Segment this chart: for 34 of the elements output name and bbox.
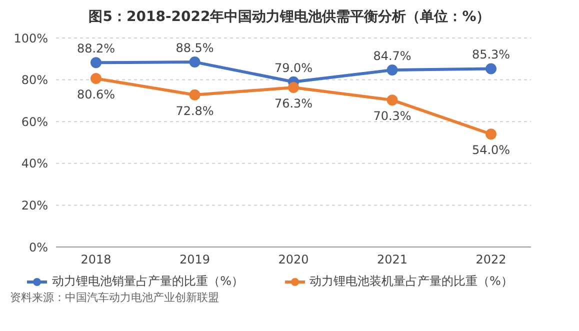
point (288, 82, 299, 94)
legend-label: 动力锂电池销量占产量的比重（%） (51, 273, 244, 290)
y-tick-label: 100% (14, 31, 48, 46)
data-label: 54.0% (472, 143, 510, 158)
x-tick-label: 2021 (376, 252, 408, 267)
point (189, 89, 200, 100)
data-label: 88.5% (176, 41, 214, 56)
data-label: 70.3% (373, 109, 412, 124)
legend-label: 动力锂电池装机量占产量的比重（%） (308, 273, 513, 290)
text: 资料来源：中国汽车动力电池产业创新联盟 (10, 290, 220, 305)
data-label: 80.6% (76, 88, 116, 102)
y-tick-label: 60% (21, 114, 48, 129)
y-tick-label: 40% (21, 156, 48, 171)
point (486, 63, 496, 74)
x-tick-label: 2020 (278, 252, 309, 267)
point (90, 57, 102, 68)
data-label: 85.3% (472, 48, 510, 62)
data-label: 76.3% (274, 96, 313, 111)
y-tick-label: 80% (21, 73, 48, 88)
point (386, 94, 398, 106)
y-tick-label: 0% (28, 240, 48, 254)
point (386, 64, 398, 76)
y-tick-label: 20% (21, 198, 48, 212)
x-tick-label: 2018 (80, 252, 112, 267)
data-label: 72.8% (176, 104, 214, 118)
x-tick-label: 2022 (476, 252, 506, 267)
x-tick-label: 2019 (179, 252, 210, 267)
data-label: 79.0% (274, 60, 313, 75)
point (189, 56, 200, 68)
point (486, 128, 496, 140)
data-label: 88.2% (76, 42, 116, 56)
point (90, 73, 102, 84)
data-label: 84.7% (373, 48, 412, 63)
chart-title: 图5：2018-2022年中国动力锂电池供需平衡分析（单位：%） (88, 8, 492, 26)
